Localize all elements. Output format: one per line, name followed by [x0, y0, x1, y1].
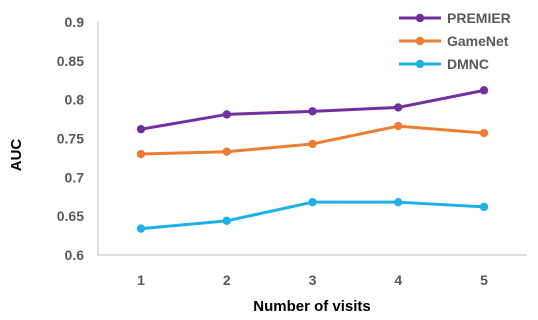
legend-label-gamenet: GameNet — [447, 33, 509, 49]
legend-label-premier: PREMIER — [447, 10, 511, 26]
legend-marker-premier — [415, 13, 425, 23]
y-tick-label: 0.8 — [65, 92, 85, 108]
y-tick-label: 0.85 — [57, 53, 84, 69]
data-point-gamenet — [222, 147, 231, 156]
data-point-gamenet — [479, 128, 489, 138]
y-tick-label: 0.9 — [65, 14, 85, 30]
y-tick-label: 0.65 — [57, 208, 84, 224]
legend-label-dmnc: DMNC — [447, 56, 489, 72]
x-tick-label: 3 — [309, 272, 317, 288]
data-point-gamenet — [394, 121, 403, 131]
series-premier — [136, 86, 489, 134]
data-point-dmnc — [308, 197, 317, 207]
data-point-premier — [479, 86, 489, 95]
legend: PREMIER GameNet DMNC — [399, 10, 511, 72]
x-tick-label: 2 — [223, 272, 231, 288]
legend-item-premier: PREMIER — [399, 10, 511, 26]
y-tick-labels: 0.6 0.65 0.7 0.75 0.8 0.85 0.9 — [57, 14, 84, 263]
y-tick-label: 0.7 — [65, 169, 85, 185]
data-point-dmnc — [136, 224, 146, 233]
series-lines — [136, 86, 489, 233]
x-axis-title: Number of visits — [253, 298, 371, 315]
x-tick-label: 4 — [394, 272, 402, 288]
legend-marker-dmnc — [415, 59, 425, 69]
data-point-dmnc — [222, 216, 231, 226]
data-point-premier — [394, 103, 403, 112]
x-tick-label: 1 — [137, 272, 145, 288]
legend-item-gamenet: GameNet — [399, 33, 509, 49]
y-axis-title: AUC — [8, 139, 25, 172]
y-tick-label: 0.6 — [65, 247, 85, 263]
plot-area — [97, 22, 527, 256]
data-point-premier — [222, 110, 231, 119]
data-point-premier — [308, 107, 317, 116]
data-point-dmnc — [479, 202, 489, 212]
data-point-gamenet — [308, 139, 317, 149]
x-tick-labels: 1 2 3 4 5 — [137, 272, 488, 288]
legend-item-dmnc: DMNC — [399, 56, 489, 72]
series-gamenet — [136, 121, 489, 159]
x-tick-label: 5 — [480, 272, 488, 288]
data-point-gamenet — [136, 149, 146, 159]
y-tick-label: 0.75 — [57, 131, 84, 147]
data-point-dmnc — [394, 197, 403, 207]
series-dmnc — [136, 197, 489, 233]
legend-marker-gamenet — [415, 36, 425, 46]
data-point-premier — [136, 124, 146, 134]
